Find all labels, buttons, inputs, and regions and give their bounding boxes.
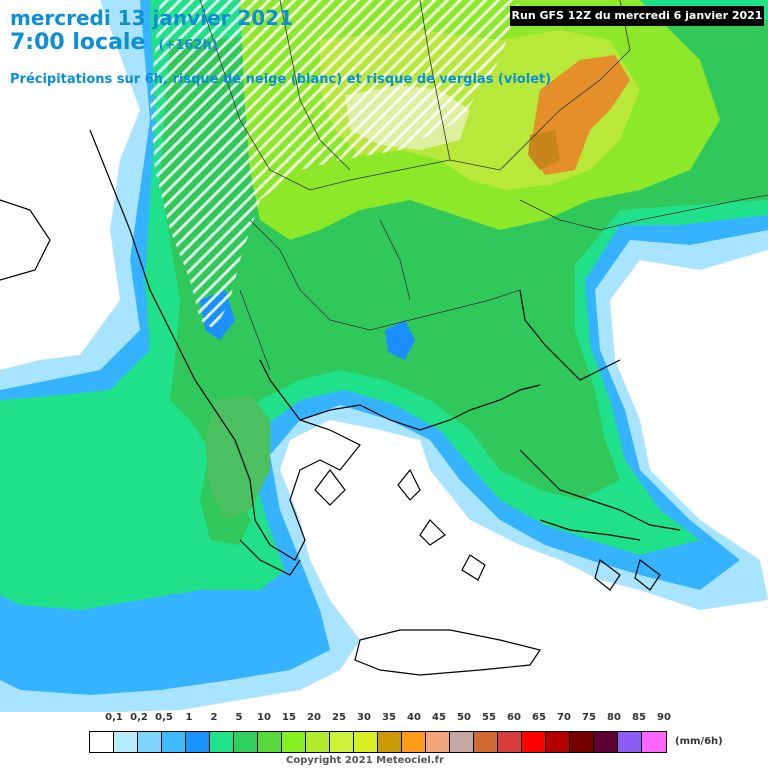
- legend-label: 75: [582, 712, 596, 723]
- precip-zone-greece-green: [205, 395, 270, 520]
- legend-swatch: [522, 732, 546, 752]
- legend-label: 80: [607, 712, 621, 723]
- snow-risk-area: [150, 0, 520, 330]
- legend-swatch: [426, 732, 450, 752]
- coastlines: [0, 129, 681, 676]
- legend-swatch: [402, 732, 426, 752]
- legend-swatch: [258, 732, 282, 752]
- legend-unit: (mm/6h): [675, 736, 723, 747]
- legend-swatch: [642, 732, 666, 752]
- forecast-time-line: 7:00 locale (+162h): [10, 30, 218, 55]
- precip-cell-blue: [385, 320, 415, 360]
- forecast-time: 7:00 locale: [10, 30, 146, 55]
- forecast-date: mercredi 13 janvier 2021: [10, 6, 294, 30]
- legend-label: 50: [457, 712, 471, 723]
- legend-label: 65: [532, 712, 546, 723]
- legend-label: 85: [632, 712, 646, 723]
- legend-label: 15: [282, 712, 296, 723]
- legend-label: 30: [357, 712, 371, 723]
- model-run-label: Run GFS 12Z du mercredi 6 janvier 2021: [510, 6, 764, 26]
- legend-swatch: [618, 732, 642, 752]
- legend-swatch: [234, 732, 258, 752]
- legend-label: 55: [482, 712, 496, 723]
- legend-swatch: [450, 732, 474, 752]
- legend-label: 45: [432, 712, 446, 723]
- legend-label: 25: [332, 712, 346, 723]
- legend-swatch: [162, 732, 186, 752]
- legend-label: 1: [185, 712, 193, 723]
- legend-label: 70: [557, 712, 571, 723]
- legend-label: 5: [235, 712, 243, 723]
- legend-label: 0,2: [130, 712, 148, 723]
- legend-swatch: [594, 732, 618, 752]
- legend-swatch: [282, 732, 306, 752]
- precip-legend: 0,1 0,2 0,5 1 2 5 10 15 20 25 30 35 40 45 50 55 60 65 70 75…: [89, 712, 729, 766]
- legend-label: 60: [507, 712, 521, 723]
- legend-swatch: [186, 732, 210, 752]
- legend-swatch: [138, 732, 162, 752]
- forecast-lead-time: (+162h): [158, 38, 218, 53]
- legend-labels: 0,1 0,2 0,5 1 2 5 10 15 20 25 30 35 40 45 50 55 60 65 70 75…: [89, 712, 689, 726]
- legend-swatch: [474, 732, 498, 752]
- legend-swatch: [90, 732, 114, 752]
- legend-swatch: [330, 732, 354, 752]
- legend-swatch: [498, 732, 522, 752]
- country-borders: [199, 0, 768, 371]
- legend-swatch: [306, 732, 330, 752]
- legend-swatch: [210, 732, 234, 752]
- map-subtitle: Précipitations sur 6h, risque de neige (…: [10, 72, 552, 87]
- legend-swatch: [354, 732, 378, 752]
- legend-swatch: [114, 732, 138, 752]
- legend-label: 0,5: [155, 712, 173, 723]
- legend-label: 20: [307, 712, 321, 723]
- legend-label: 2: [210, 712, 218, 723]
- legend-label: 40: [407, 712, 421, 723]
- legend-label: 10: [257, 712, 271, 723]
- legend-label: 0,1: [105, 712, 123, 723]
- precip-zone-brown: [528, 130, 560, 170]
- legend-label: 35: [382, 712, 396, 723]
- legend-swatch: [546, 732, 570, 752]
- legend-swatch: [378, 732, 402, 752]
- copyright: Copyright 2021 Meteociel.fr: [286, 755, 444, 766]
- legend-swatch: [570, 732, 594, 752]
- legend-swatches: [89, 731, 667, 753]
- legend-label: 90: [657, 712, 671, 723]
